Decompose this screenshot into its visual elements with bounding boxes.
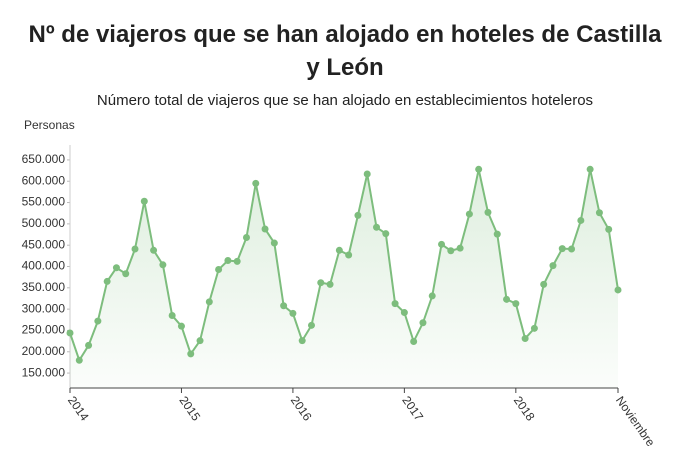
point xyxy=(140,197,148,205)
x-tick-label: 2018 xyxy=(511,394,538,424)
point xyxy=(289,309,297,317)
point xyxy=(242,234,250,242)
point xyxy=(280,302,288,310)
point xyxy=(122,270,130,278)
point xyxy=(270,239,278,247)
point xyxy=(354,211,362,219)
point xyxy=(103,277,111,285)
point xyxy=(484,208,492,216)
point xyxy=(326,280,334,288)
chart-subtitle: Número total de viajeros que se han aloj… xyxy=(96,92,594,109)
point xyxy=(345,251,353,259)
point xyxy=(298,337,306,345)
point xyxy=(131,245,139,253)
point xyxy=(456,244,464,252)
y-tick-label: 150.000 xyxy=(22,365,66,379)
point xyxy=(94,317,102,325)
point xyxy=(187,350,195,358)
point xyxy=(493,230,501,238)
point xyxy=(391,300,399,308)
point xyxy=(530,324,538,332)
point xyxy=(66,329,74,337)
point xyxy=(335,246,343,254)
point xyxy=(503,295,511,303)
y-tick-label: 600.000 xyxy=(22,173,66,187)
point xyxy=(428,292,436,300)
point xyxy=(400,309,408,317)
point xyxy=(419,319,427,327)
point xyxy=(307,321,315,329)
point xyxy=(150,246,158,254)
point xyxy=(75,356,83,364)
y-tick-label: 500.000 xyxy=(22,216,66,230)
point xyxy=(438,240,446,248)
point xyxy=(605,225,613,233)
point xyxy=(373,223,381,231)
point xyxy=(224,257,232,265)
point xyxy=(382,230,390,238)
point xyxy=(112,264,120,272)
y-tick-label: 200.000 xyxy=(22,344,66,358)
point xyxy=(252,179,260,187)
chart-title: Nº de viajeros que se han alojado en hot… xyxy=(28,21,662,81)
point xyxy=(196,337,204,345)
point xyxy=(159,261,167,269)
y-tick-label: 550.000 xyxy=(22,195,66,209)
point xyxy=(447,247,455,255)
x-tick-label: 2017 xyxy=(399,394,426,424)
y-tick-label: 300.000 xyxy=(22,301,66,315)
y-tick-label: 450.000 xyxy=(22,237,66,251)
point xyxy=(614,286,622,294)
point xyxy=(586,165,594,173)
x-tick-label: Noviembre xyxy=(613,394,658,450)
point xyxy=(512,300,520,308)
point xyxy=(558,245,566,253)
y-axis-label: Personas xyxy=(24,118,75,132)
point xyxy=(261,225,269,233)
point xyxy=(233,257,241,265)
point xyxy=(410,338,418,346)
point xyxy=(521,335,529,343)
point xyxy=(215,265,223,273)
point xyxy=(540,280,548,288)
point xyxy=(595,209,603,217)
x-tick-label: 2015 xyxy=(176,394,203,424)
x-tick-label: 2014 xyxy=(65,394,92,424)
y-tick-label: 250.000 xyxy=(22,323,66,337)
point xyxy=(363,170,371,178)
area xyxy=(70,169,618,388)
y-tick-label: 400.000 xyxy=(22,259,66,273)
point xyxy=(465,210,473,218)
y-tick-label: 350.000 xyxy=(22,280,66,294)
point xyxy=(205,298,213,306)
point xyxy=(85,341,93,349)
point xyxy=(317,279,325,287)
point xyxy=(168,312,176,320)
point xyxy=(177,322,185,330)
point xyxy=(549,262,557,270)
x-tick-label: 2016 xyxy=(288,394,315,424)
point xyxy=(568,245,576,253)
y-tick-label: 650.000 xyxy=(22,152,66,166)
point xyxy=(577,216,585,224)
point xyxy=(475,165,483,173)
